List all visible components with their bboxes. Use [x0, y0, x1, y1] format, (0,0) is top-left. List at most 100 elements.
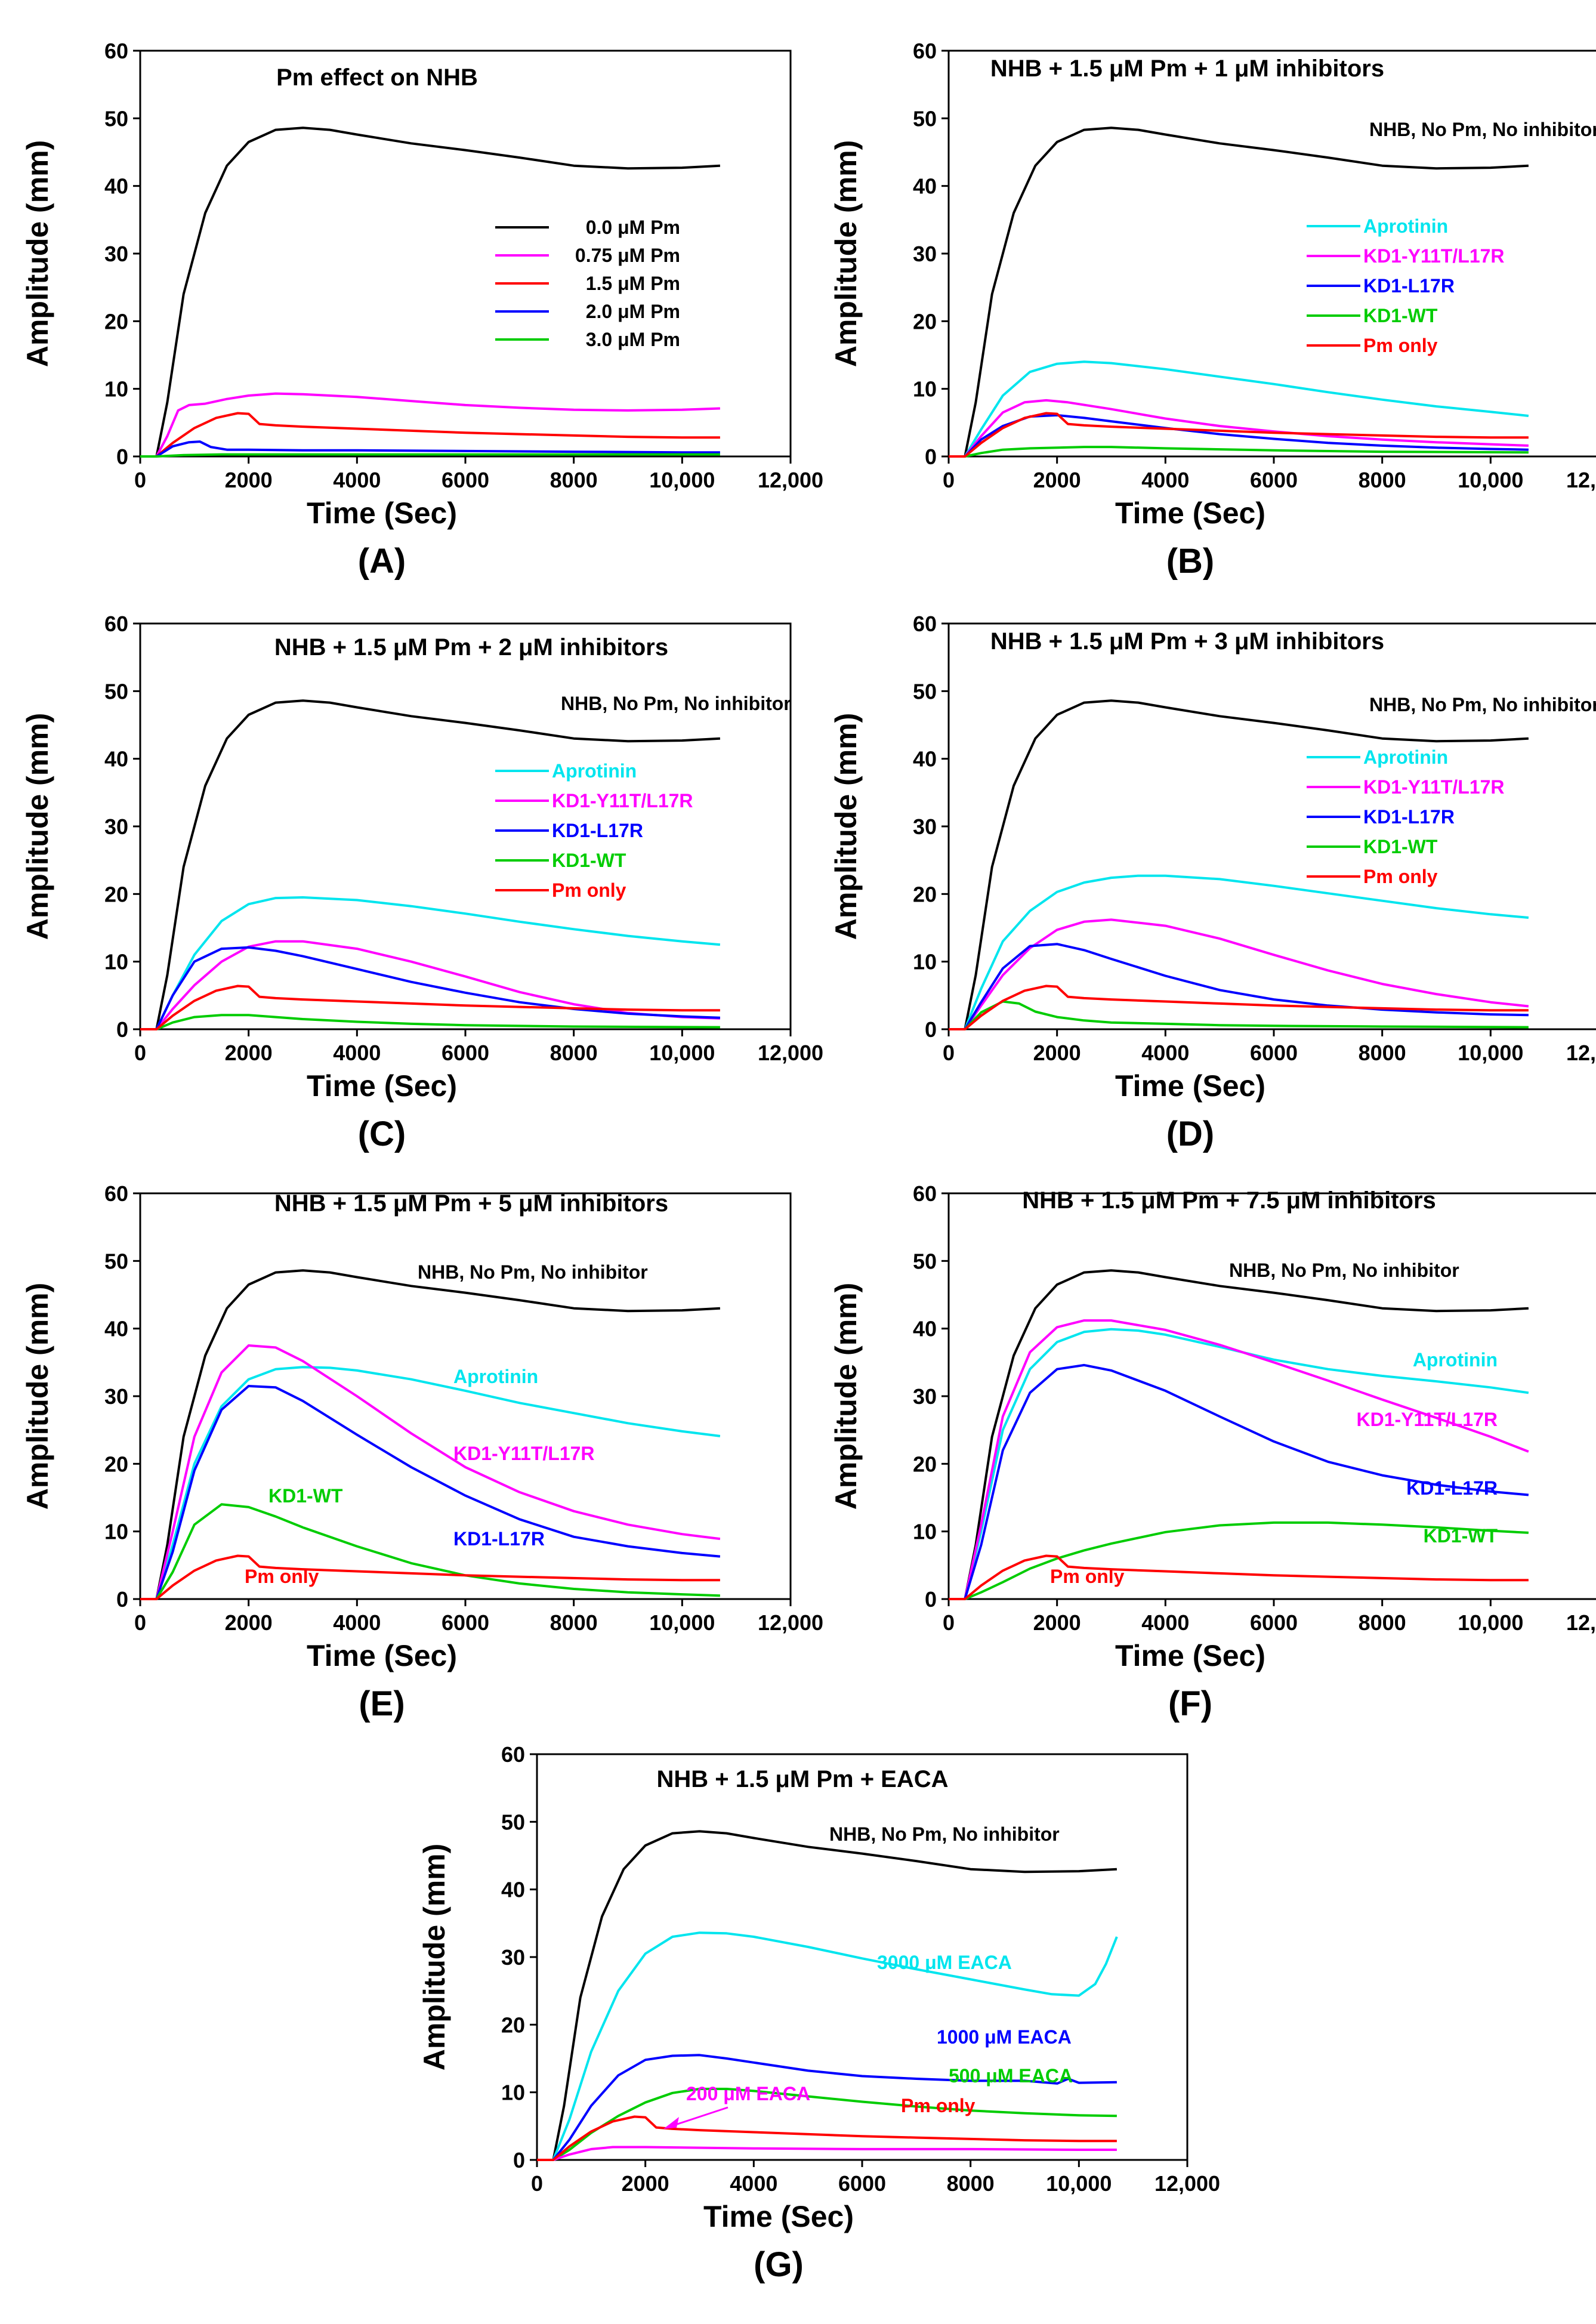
- panel-e-y-tick: 30: [104, 1384, 140, 1409]
- panel-g-y-tick: 10: [501, 2081, 537, 2105]
- panel-c-x-tick-label: 0: [134, 1041, 146, 1065]
- panel-b-y-tick: 60: [913, 39, 949, 63]
- panel-f-x-tick-label: 10,000: [1458, 1610, 1523, 1635]
- panel-d-x-tick-label: 8000: [1359, 1041, 1406, 1065]
- panel-e-x-axis-label: Time (Sec): [307, 1639, 457, 1672]
- panel-a-series-1-5-m-pm: [140, 412, 720, 458]
- panel-g-y-tick-label: 40: [501, 1878, 525, 1902]
- panel-a-series-2-0-m-pm: [140, 440, 720, 458]
- panel-c-series-kd1-l17r: [140, 946, 720, 1030]
- panel-d-y-tick-label: 30: [913, 814, 937, 839]
- panel-f-y-axis-label: Amplitude (mm): [829, 1283, 863, 1510]
- panel-g-series-1000-m-eaca: [537, 2054, 1117, 2161]
- panel-a-y-tick-label: 50: [104, 106, 128, 131]
- panel-c-x-axis-label: Time (Sec): [307, 1069, 457, 1103]
- panel-b-x-tick-label: 6000: [1250, 468, 1298, 492]
- panel-b-label-nhb-no-pm-no-inhibitor: NHB, No Pm, No inhibitor: [1369, 119, 1596, 140]
- panel-e-x-tick-label: 2000: [225, 1610, 273, 1635]
- panel-d-legend-label: KD1-WT: [1363, 836, 1438, 857]
- panel-d-x-tick: 12,000: [1566, 1041, 1596, 1065]
- panel-a-legend-label: 0.0 μM Pm: [586, 217, 680, 238]
- panel-c-y-tick: 20: [104, 882, 140, 906]
- panel-e-x-tick-label: 8000: [550, 1610, 598, 1635]
- panel-a-x-tick: 6000: [442, 456, 489, 492]
- panel-d-plot-frame: [947, 622, 1596, 1030]
- panel-a-y-tick-label: 30: [104, 242, 128, 266]
- panel-a-y-tick: 40: [104, 174, 140, 199]
- panel-d-legend-label: KD1-L17R: [1363, 806, 1455, 828]
- panel-e-label-kd1-y11t-l17r: KD1-Y11T/L17R: [453, 1443, 595, 1464]
- panel-g-label-1000-m-eaca: 1000 μM EACA: [937, 2026, 1072, 2048]
- panel-g-x-tick: 2000: [622, 2160, 669, 2196]
- panel-f-x-axis-label: Time (Sec): [1115, 1639, 1265, 1672]
- panel-e-x-tick: 12,000: [758, 1599, 823, 1635]
- panel-d-x-tick-label: 2000: [1033, 1041, 1081, 1065]
- panel-c-x-tick: 6000: [442, 1029, 489, 1065]
- panel-e-y-tick: 10: [104, 1520, 140, 1544]
- panel-f-y-tick-label: 40: [913, 1317, 937, 1341]
- panel-d-legend-entry: KD1-Y11T/L17R: [1307, 776, 1505, 798]
- panel-c-title: NHB + 1.5 μM Pm + 2 μM inhibitors: [274, 634, 668, 661]
- panel-c-y-tick-label: 50: [104, 679, 128, 703]
- panel-c-legend-label: KD1-WT: [552, 850, 626, 871]
- panel-d-y-tick-label: 50: [913, 679, 937, 703]
- panel-g-y-tick-label: 10: [501, 2081, 525, 2105]
- panel-d-series-kd1-y11t-l17r: [949, 918, 1529, 1030]
- panel-a-x-tick: 12,000: [758, 456, 823, 492]
- panel-f-series-kd1-wt: [949, 1521, 1529, 1600]
- panel-f-y-tick: 50: [913, 1249, 949, 1273]
- panel-f-y-tick: 30: [913, 1384, 949, 1409]
- panel-b-legend-label: Pm only: [1363, 335, 1438, 356]
- panel-f-x-tick-label: 12,000: [1566, 1610, 1596, 1635]
- panel-b-legend-label: Aprotinin: [1363, 215, 1448, 237]
- panel-b-y-tick: 0: [925, 445, 949, 469]
- panel-g-x-tick-label: 0: [531, 2171, 543, 2196]
- panel-d-y-tick: 20: [913, 882, 949, 906]
- panel-e-x-tick: 10,000: [649, 1599, 715, 1635]
- panel-a-series-0-75-m-pm: [140, 392, 720, 458]
- panel-g-y-tick: 20: [501, 2013, 537, 2037]
- panel-c-x-tick-label: 10,000: [649, 1041, 715, 1065]
- panel-b-legend-label: KD1-Y11T/L17R: [1363, 245, 1505, 267]
- panel-d-x-tick-label: 10,000: [1458, 1041, 1523, 1065]
- panel-b-label: (B): [1166, 542, 1215, 581]
- panel-b-x-tick-label: 0: [943, 468, 955, 492]
- panel-a-x-tick: 2000: [225, 456, 273, 492]
- panel-e-x-tick: 4000: [333, 1599, 381, 1635]
- panel-a-x-tick: 10,000: [649, 456, 715, 492]
- panel-d-x-tick: 2000: [1033, 1029, 1081, 1065]
- panel-c-x-tick-label: 12,000: [758, 1041, 823, 1065]
- panel-a-y-tick: 20: [104, 309, 140, 334]
- panel-e-series-kd1-y11t-l17r: [140, 1344, 721, 1600]
- panel-e-y-tick-label: 50: [104, 1249, 128, 1273]
- panel-b-x-tick: 6000: [1250, 456, 1298, 492]
- panel-b-y-tick-label: 30: [913, 242, 937, 266]
- panel-a-x-axis-label: Time (Sec): [307, 496, 457, 530]
- panel-c-legend-label: KD1-Y11T/L17R: [552, 790, 693, 811]
- panel-c-plot-frame: [139, 622, 792, 1030]
- panel-a-legend-entry: 1.5 μM Pm: [495, 273, 680, 294]
- panel-a-legend-entry: 0.0 μM Pm: [495, 217, 680, 238]
- panel-f-x-tick-label: 8000: [1359, 1610, 1406, 1635]
- panel-b-x-tick: 4000: [1141, 456, 1189, 492]
- panel-b-y-tick-label: 50: [913, 106, 937, 131]
- panel-d-series-pm-only: [949, 984, 1529, 1030]
- panel-g-x-tick: 10,000: [1046, 2160, 1112, 2196]
- panel-a-x-tick-label: 2000: [225, 468, 273, 492]
- panel-d-legend-entry: Aprotinin: [1307, 746, 1448, 768]
- panel-a-legend-entry: 0.75 μM Pm: [495, 245, 680, 266]
- panel-f-y-tick: 0: [925, 1587, 949, 1612]
- panel-g-x-tick: 8000: [947, 2160, 995, 2196]
- panel-e-y-tick-label: 10: [104, 1520, 128, 1544]
- panel-g-label-pm-only: Pm only: [901, 2095, 975, 2116]
- panel-e-title: NHB + 1.5 μM Pm + 5 μM inhibitors: [274, 1190, 668, 1217]
- panel-a-title: Pm effect on NHB: [276, 64, 478, 91]
- panel-c-y-tick: 50: [104, 679, 140, 703]
- panel-g-arrowhead: [663, 2117, 679, 2129]
- panel-f: 0 2000 4000 6000 8000 10,000 12,000 0 10 20 30 40 50…: [829, 1181, 1596, 1723]
- panel-b-x-tick: 8000: [1359, 456, 1406, 492]
- panel-c-y-axis-label: Amplitude (mm): [21, 713, 54, 940]
- panel-e-y-tick: 20: [104, 1452, 140, 1476]
- panel-b-y-tick: 30: [913, 242, 949, 266]
